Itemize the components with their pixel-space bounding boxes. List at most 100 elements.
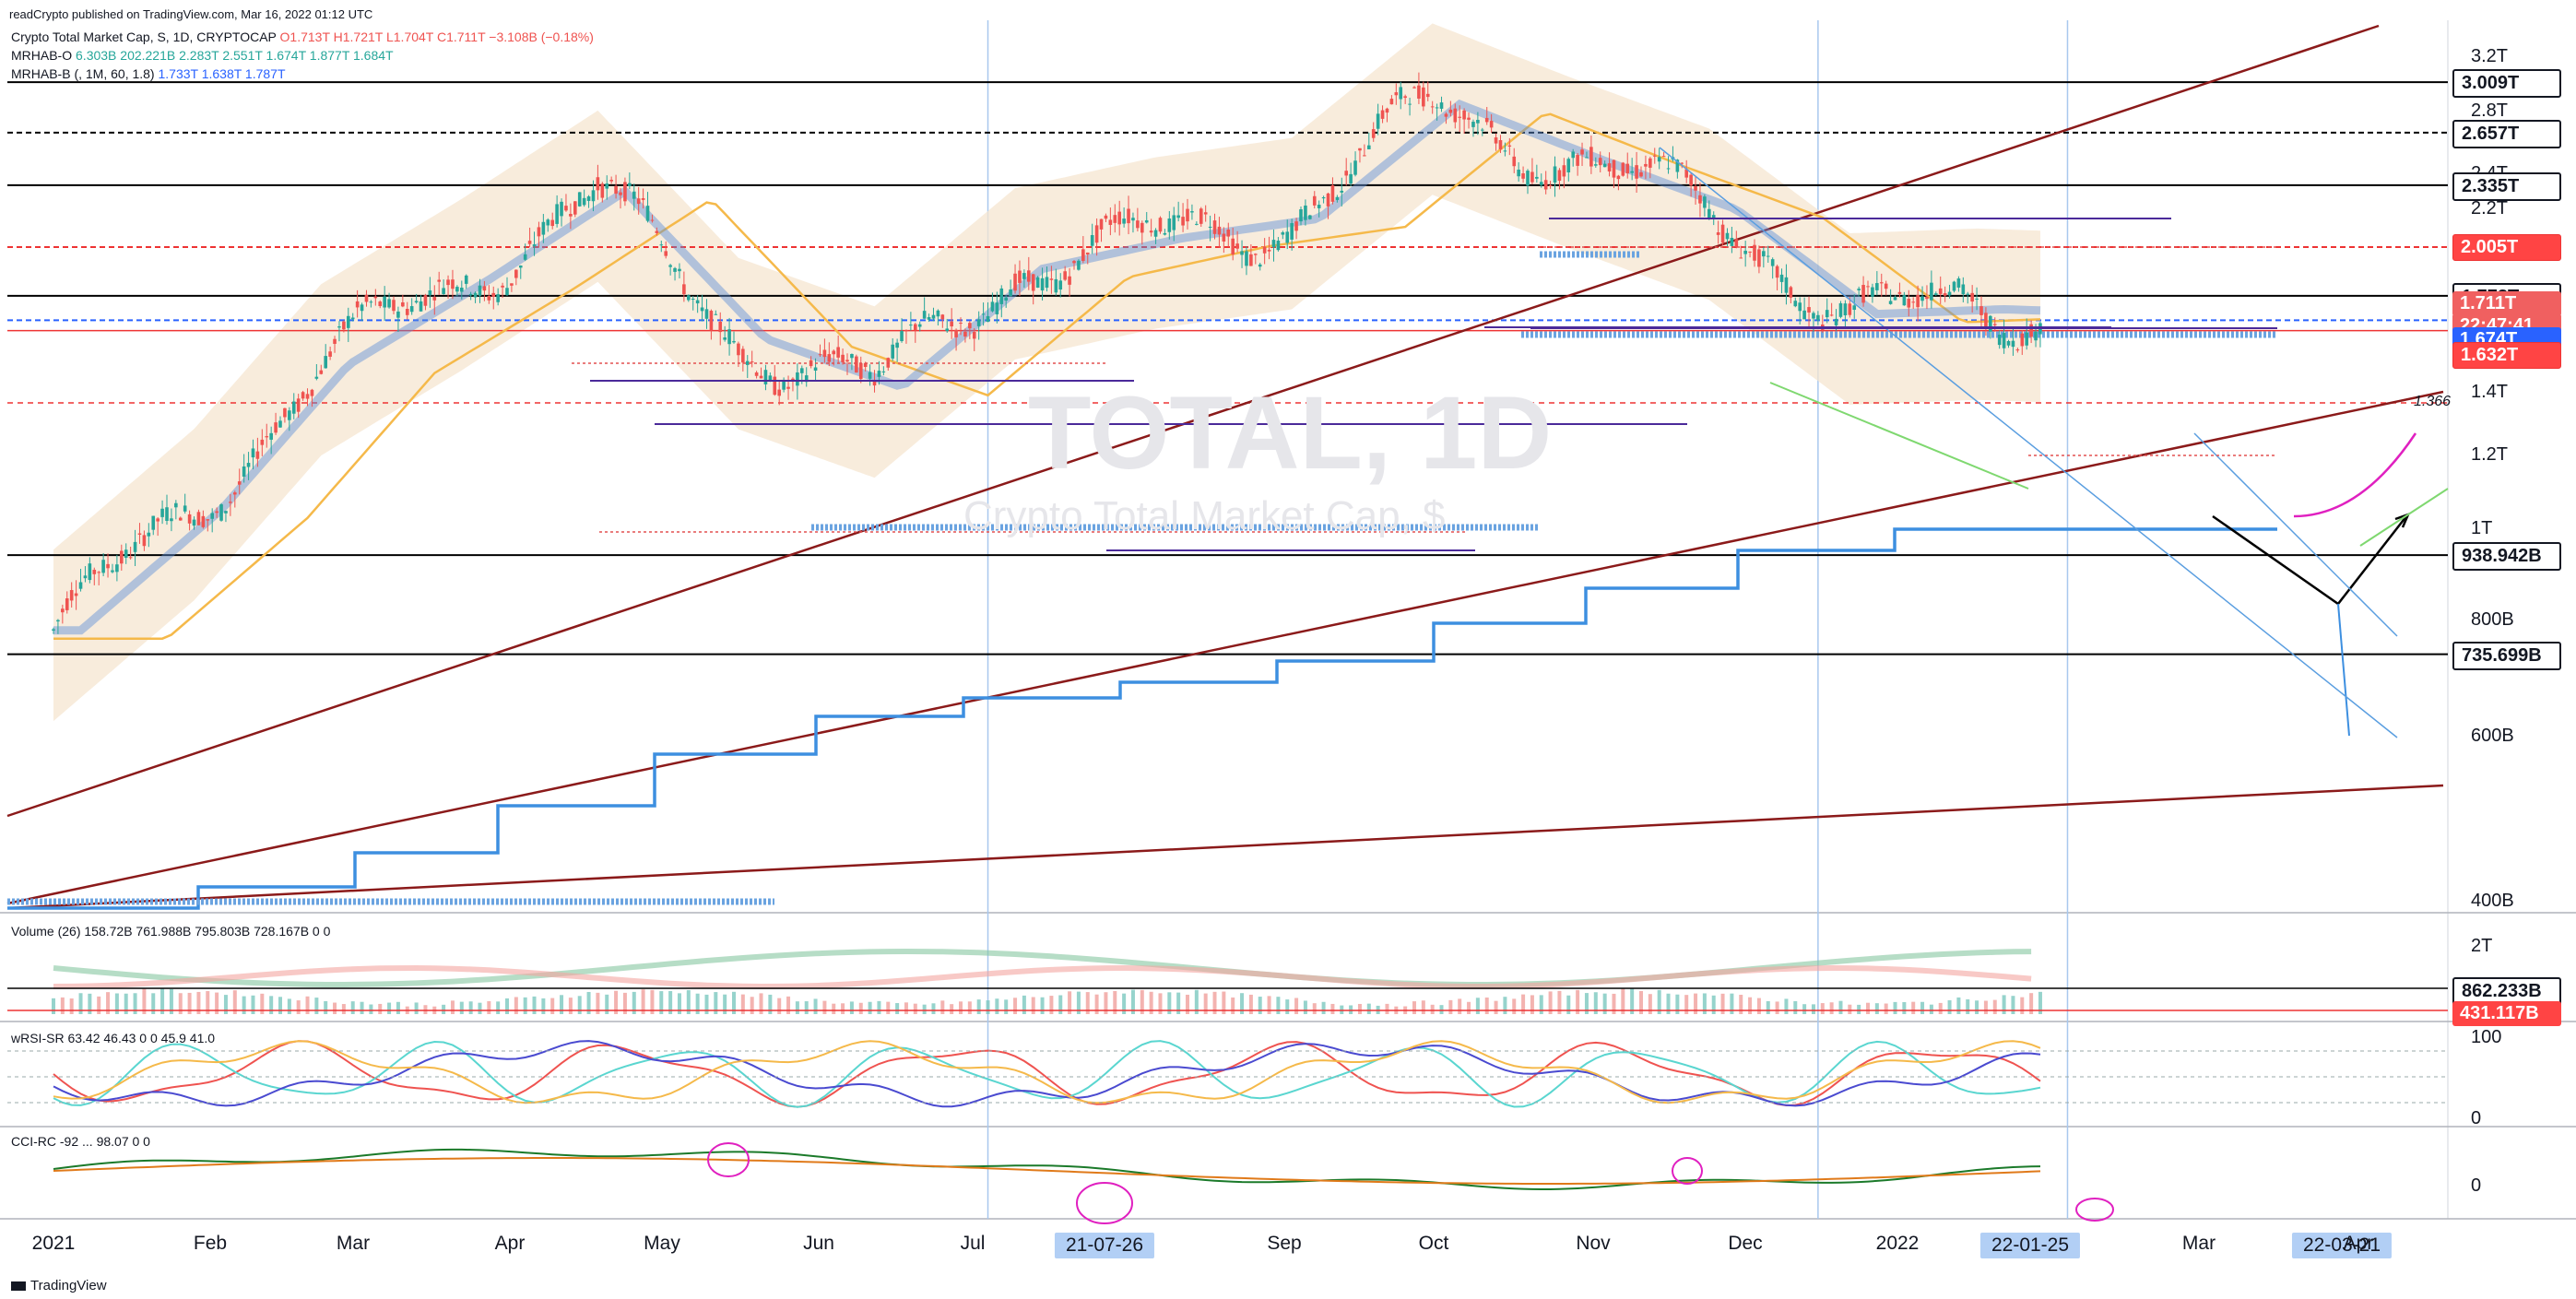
bollinger-band (53, 23, 2040, 722)
candle-body (1916, 295, 1920, 308)
brand-name: TradingView (30, 1278, 107, 1293)
candle-body (446, 279, 450, 286)
volume-bars (52, 988, 2042, 1014)
candle-body (1902, 295, 1907, 306)
candle-body (1689, 174, 1693, 186)
candle-body (1639, 171, 1643, 177)
green-trend-line (2359, 488, 2449, 547)
rsi-series-line (53, 1040, 2041, 1108)
volume-bar (169, 988, 173, 1014)
rsi-pane-title[interactable]: wRSI-SR 63.42 46.43 0 0 45.9 41.0 (11, 1031, 215, 1045)
volume-bar (251, 995, 255, 1014)
candle-body (1825, 310, 1829, 318)
candle-body (591, 190, 596, 202)
candle-body (437, 279, 441, 282)
candle-body (1770, 259, 1775, 266)
candle-body (1798, 302, 1802, 312)
candle-body (455, 287, 459, 292)
candle-body (560, 201, 563, 217)
indicator-mrhab-b[interactable]: MRHAB-B (, 1M, 60, 1.8) 1.733T 1.638T 1.… (11, 66, 286, 81)
candle-body (1861, 285, 1865, 303)
volume-bar (1548, 991, 1553, 1014)
volume-bar (1058, 995, 1063, 1014)
indicator-mrhab-o[interactable]: MRHAB-O 6.303B 202.221B 2.283T 2.551T 1.… (11, 48, 394, 63)
candle-body (1757, 249, 1761, 267)
volume-bar (1349, 1005, 1353, 1014)
volume-bar (1920, 1001, 1925, 1014)
indicator-values: 6.303B 202.221B 2.283T 2.551T 1.674T 1.8… (76, 48, 394, 63)
candle-body (999, 288, 1004, 304)
candle-body (695, 300, 700, 304)
candle-body (1367, 145, 1371, 149)
price-level-label: 2.335T (2452, 171, 2561, 201)
candle-body (260, 439, 265, 445)
candle-body (178, 517, 183, 521)
volume-bar (1248, 994, 1253, 1014)
candle-body (868, 372, 872, 379)
indicator-name: MRHAB-B (, 1M, 60, 1.8) (11, 66, 155, 81)
candle-body (818, 354, 822, 356)
candle-body (1448, 109, 1453, 113)
cci-pane-title[interactable]: CCI-RC -92 ... 98.07 0 0 (11, 1134, 150, 1149)
candle-body (115, 564, 119, 573)
time-marker-label: 21-07-26 (1054, 1233, 1155, 1258)
candle-body (1399, 87, 1403, 100)
volume-bar (795, 1001, 799, 1014)
candle-body (796, 372, 799, 386)
candle-body (636, 198, 641, 205)
volume-bar (714, 992, 718, 1014)
candle-body (1557, 170, 1562, 182)
volume-bar (269, 996, 274, 1014)
volume-bar (904, 1002, 908, 1014)
candle-body (782, 379, 786, 390)
candle-body (505, 288, 509, 296)
candle-body (88, 563, 92, 581)
volume-pane-title[interactable]: Volume (26) 158.72B 761.988B 795.803B 72… (11, 924, 330, 939)
volume-bar (1874, 1003, 1879, 1014)
tradingview-footer[interactable]: TradingView (11, 1278, 107, 1293)
volume-bar (1276, 997, 1281, 1014)
candle-body (709, 311, 714, 331)
candle-body (1734, 239, 1739, 247)
candle-body (233, 492, 237, 495)
candle-body (1489, 121, 1494, 128)
candle-body (1698, 195, 1702, 204)
candle-body (1535, 176, 1539, 179)
volume-bar (1566, 995, 1571, 1014)
volume-bar (849, 1001, 854, 1014)
candle-body (1621, 162, 1625, 176)
candle-body (804, 375, 809, 383)
candle-body (378, 301, 383, 307)
candle-body (1784, 277, 1789, 293)
candle-body (1498, 140, 1503, 149)
candle-body (269, 432, 273, 440)
candle-body (1281, 231, 1285, 235)
volume-bar (1902, 1001, 1907, 1014)
candle-body (510, 283, 514, 286)
volume-bar (369, 1004, 373, 1014)
volume-bar (1766, 1000, 1770, 1014)
candle-body (482, 286, 487, 291)
candle-body (347, 315, 350, 328)
candle-body (791, 378, 795, 381)
candle-body (1512, 156, 1517, 167)
candle-body (1775, 266, 1779, 278)
candle-body (546, 219, 550, 226)
volume-bar (1013, 998, 1018, 1014)
candle-body (1711, 215, 1716, 219)
volume-bar (768, 994, 773, 1014)
candle-body (1417, 85, 1421, 99)
rsi-series-line (53, 1040, 2041, 1104)
candle-body (1122, 218, 1126, 224)
candle-body (288, 410, 291, 420)
candle-body (1748, 251, 1752, 253)
candle-body (518, 266, 523, 268)
highlight-circle (707, 1142, 750, 1177)
candle-body (1031, 274, 1035, 291)
candle-body (1852, 305, 1857, 311)
candle-body (1725, 232, 1730, 240)
volume-bar (1267, 996, 1271, 1014)
candle-body (92, 570, 97, 574)
volume-bar (442, 1004, 446, 1014)
